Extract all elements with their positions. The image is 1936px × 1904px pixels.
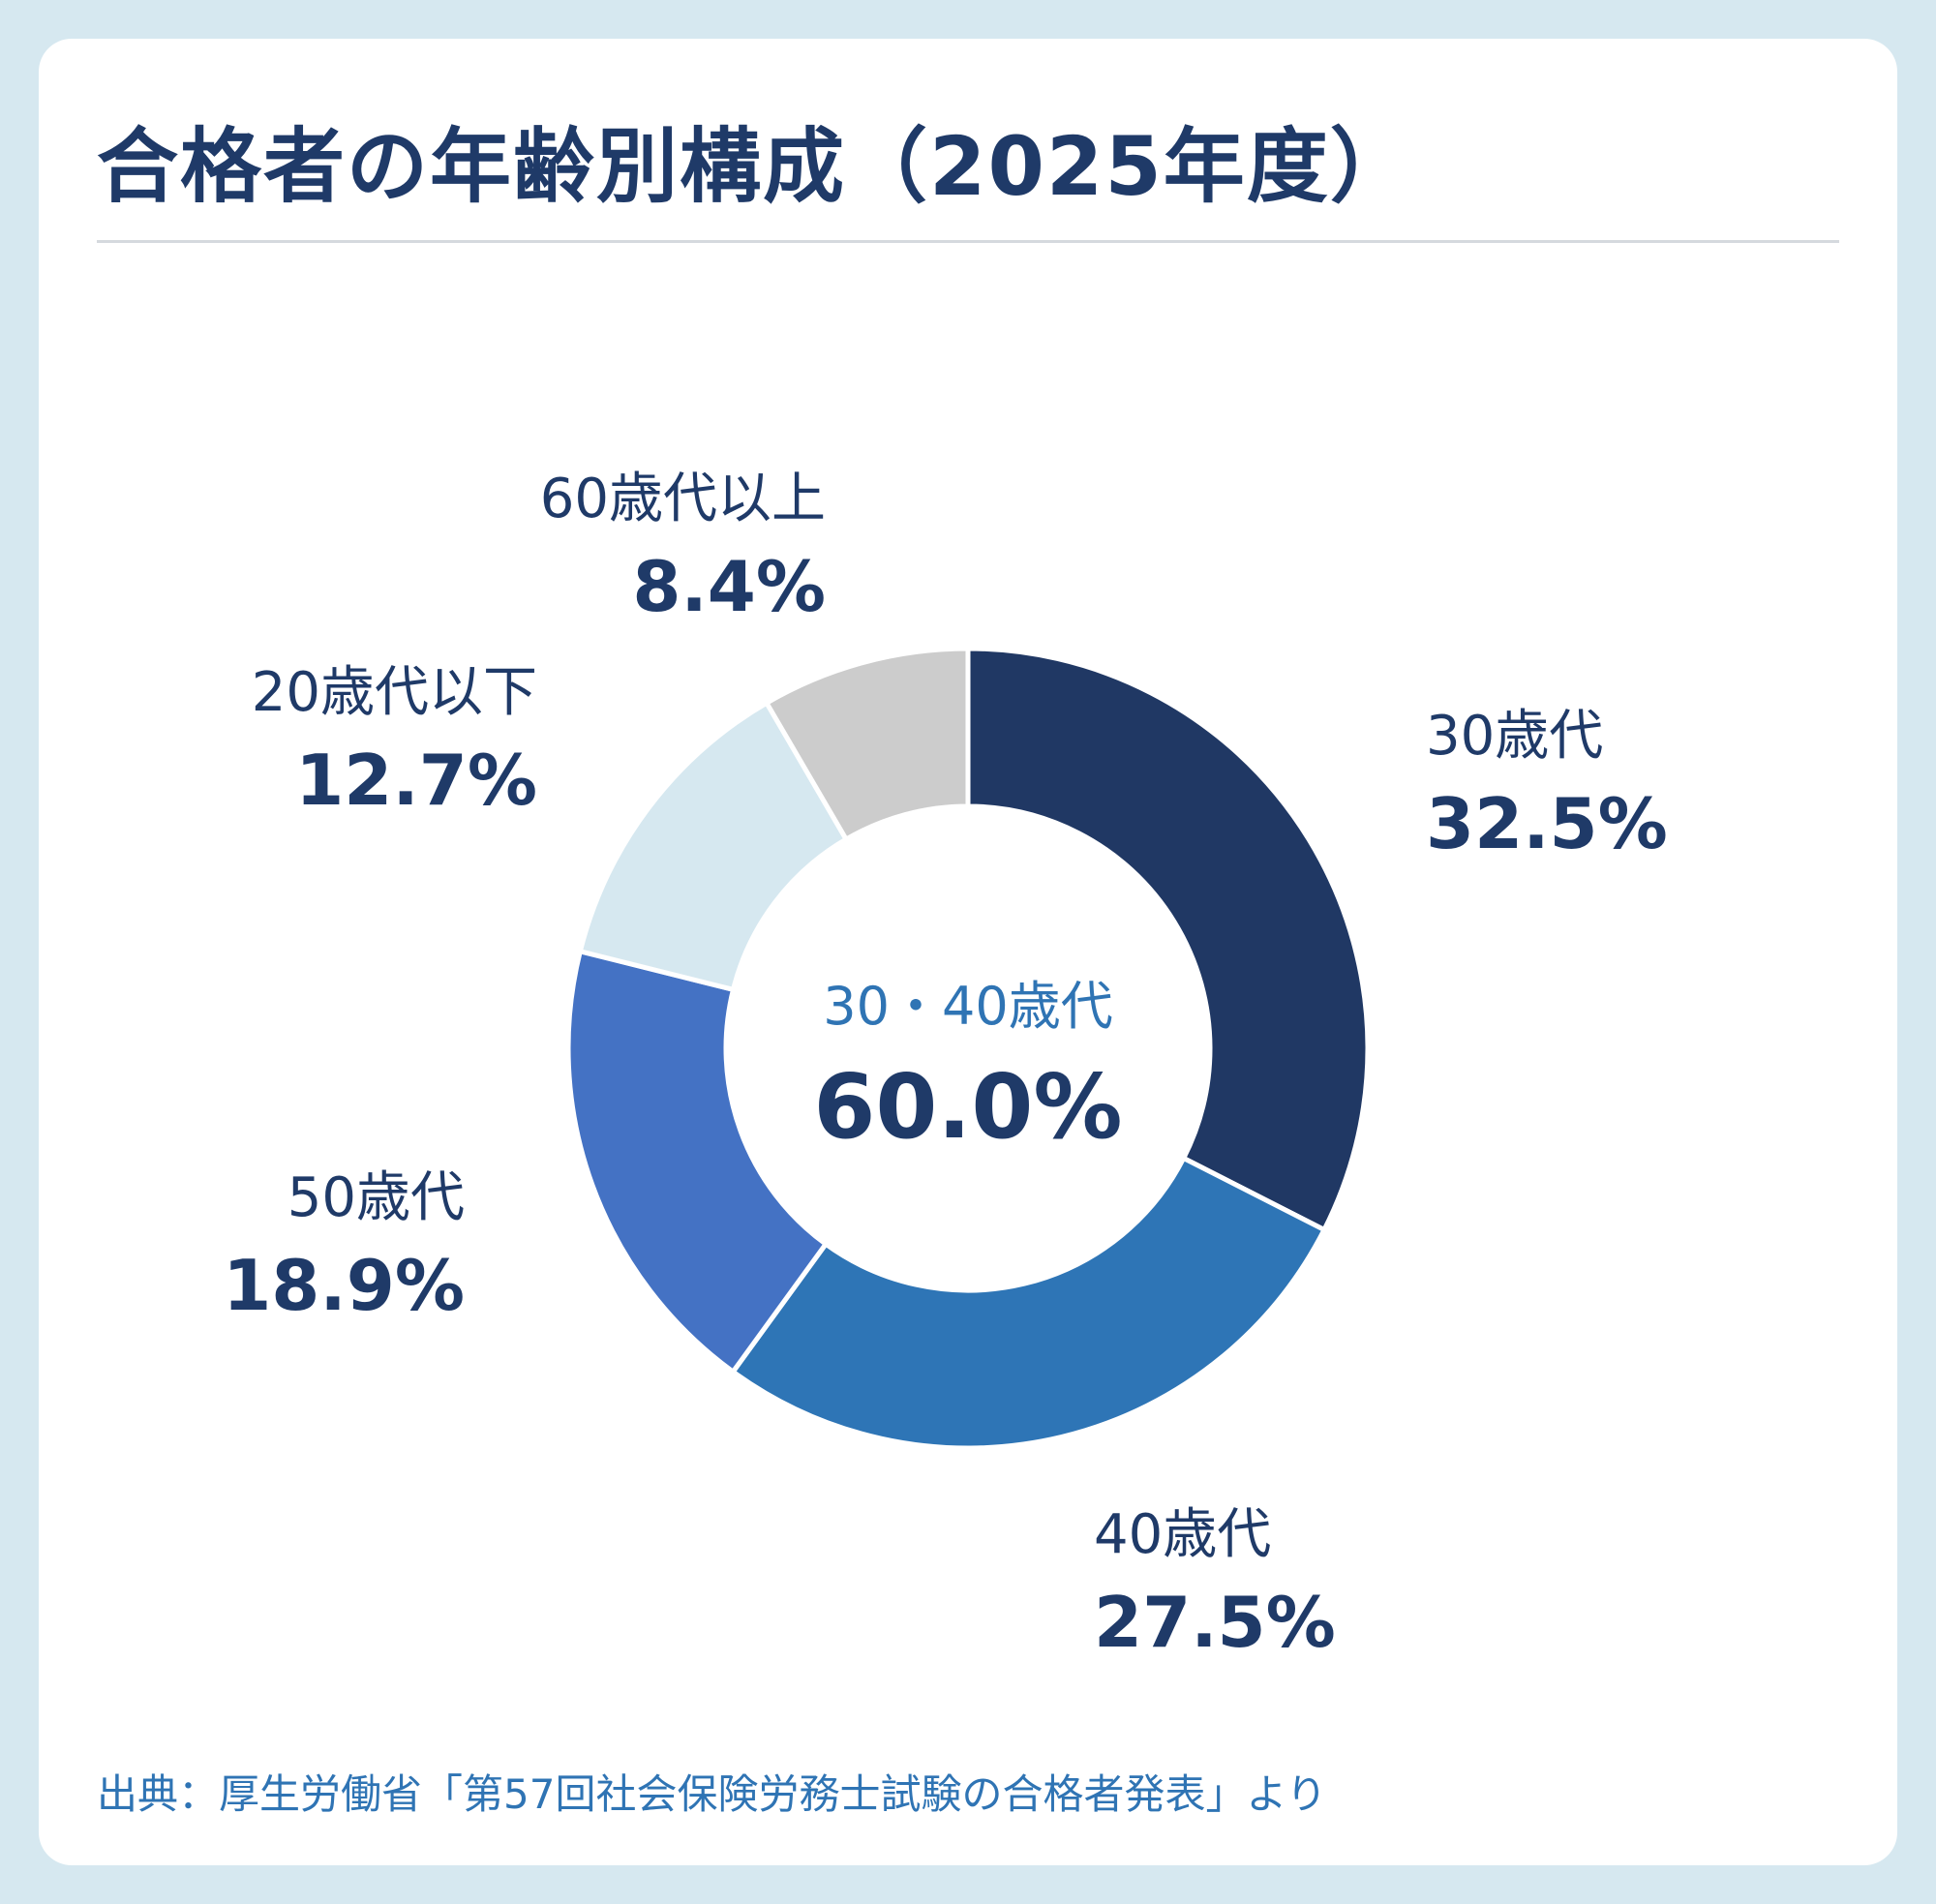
center-value: 60.0% bbox=[813, 1055, 1123, 1159]
slice-name-50s: 50歳代 bbox=[287, 1166, 465, 1229]
slice-label-40s: 40歳代 27.5% bbox=[1094, 1503, 1336, 1663]
slice-name-20s: 20歳代以下 bbox=[251, 661, 537, 724]
slice-40s bbox=[729, 1155, 1328, 1451]
center-label: 30・40歳代 bbox=[823, 976, 1113, 1037]
slice-value-30s: 32.5% bbox=[1426, 783, 1668, 864]
slice-50s bbox=[565, 948, 830, 1375]
slice-value-20s: 12.7% bbox=[295, 740, 537, 821]
slice-label-20s: 20歳代以下 12.7% bbox=[145, 661, 537, 821]
slice-label-30s: 30歳代 32.5% bbox=[1426, 705, 1668, 864]
slice-name-30s: 30歳代 bbox=[1426, 705, 1604, 768]
chart-card bbox=[39, 39, 1897, 1865]
slice-value-50s: 18.9% bbox=[223, 1245, 465, 1326]
slice-value-40s: 27.5% bbox=[1094, 1582, 1336, 1663]
slice-30s bbox=[965, 646, 1371, 1233]
source-note: 出典：厚生労働省「第57回社会保険労務士試験の合格者発表」より bbox=[97, 1770, 1327, 1818]
slice-label-50s: 50歳代 18.9% bbox=[145, 1166, 465, 1326]
slice-name-40s: 40歳代 bbox=[1094, 1503, 1272, 1566]
chart-title: 合格者の年齢別構成（2025年度） bbox=[97, 119, 1413, 214]
slice-60s-over bbox=[763, 646, 971, 843]
slice-value-60s: 8.4% bbox=[632, 546, 826, 627]
slice-label-60s: 60歳代以上 8.4% bbox=[436, 468, 826, 627]
title-divider bbox=[97, 240, 1839, 243]
slice-name-60s: 60歳代以上 bbox=[539, 468, 826, 530]
